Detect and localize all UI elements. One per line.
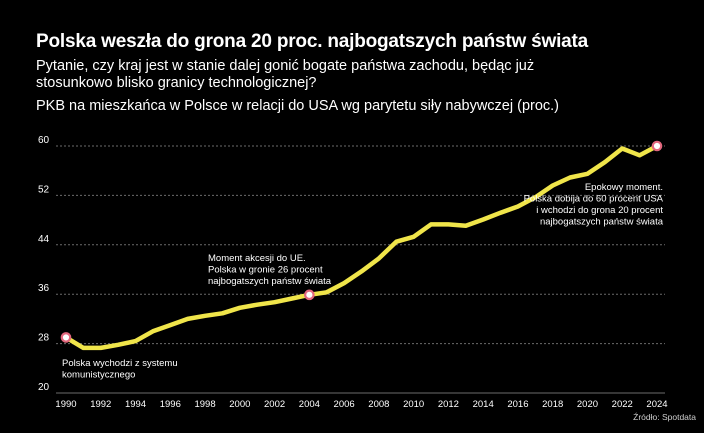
annotation-marker [60, 332, 72, 343]
x-tick-label: 2006 [334, 399, 355, 410]
series-layer [63, 143, 660, 351]
annotation-text: Epokowy moment. Polska dobija do 60 proce… [524, 182, 664, 228]
chart-title: Polska weszła do grona 20 proc. najbogat… [36, 31, 589, 52]
x-tick-label: 2012 [438, 399, 459, 410]
x-tick-label: 2010 [403, 399, 424, 410]
y-axis-ticks: 20 28 36 44 52 60 [38, 135, 50, 393]
x-tick-label: 1992 [90, 399, 111, 410]
x-tick-label: 1994 [125, 399, 146, 410]
chart-subtitle: Pytanie, czy kraj jest w stanie dalej go… [36, 58, 535, 91]
x-tick-label: 2020 [577, 399, 598, 410]
chart-measure-label: PKB na mieszkańca w Polsce w relacji do … [36, 98, 560, 114]
source-note: Źródło: Spotdata [633, 412, 696, 422]
y-tick-label: 52 [38, 184, 50, 195]
x-tick-label: 1998 [194, 399, 215, 410]
y-tick-label: 60 [38, 135, 50, 146]
annotation-marker [651, 140, 663, 152]
annotations-layer: Polska wychodzi z systemu komunistycznego… [60, 140, 664, 381]
grid-lines [56, 145, 665, 394]
x-tick-label: 2014 [473, 399, 494, 410]
annotation-text: Polska wychodzi z systemu komunistycznego [62, 358, 178, 381]
x-tick-label: 2018 [542, 399, 563, 410]
x-tick-label: 2002 [264, 399, 285, 410]
x-tick-label: 2008 [368, 399, 389, 410]
x-tick-label: 2004 [299, 399, 320, 410]
y-tick-label: 44 [38, 234, 50, 245]
x-tick-label: 2022 [612, 399, 633, 410]
y-tick-label: 28 [38, 333, 50, 344]
x-tick-label: 1996 [160, 399, 181, 410]
annotation-text: Moment akcesji do UE. Polska w gronie 26 … [208, 253, 332, 287]
annotation-marker [304, 289, 315, 301]
x-tick-label: 1990 [55, 399, 76, 410]
x-tick-label: 2024 [646, 399, 667, 410]
series-line [63, 143, 660, 351]
x-tick-label: 2000 [229, 399, 250, 410]
y-tick-label: 20 [38, 382, 50, 393]
x-axis-ticks: 1990 1992 1994 1996 1998 2000 2002 2004 2006 2008… [55, 399, 667, 410]
y-tick-label: 36 [38, 283, 50, 294]
x-tick-label: 2016 [507, 399, 528, 410]
